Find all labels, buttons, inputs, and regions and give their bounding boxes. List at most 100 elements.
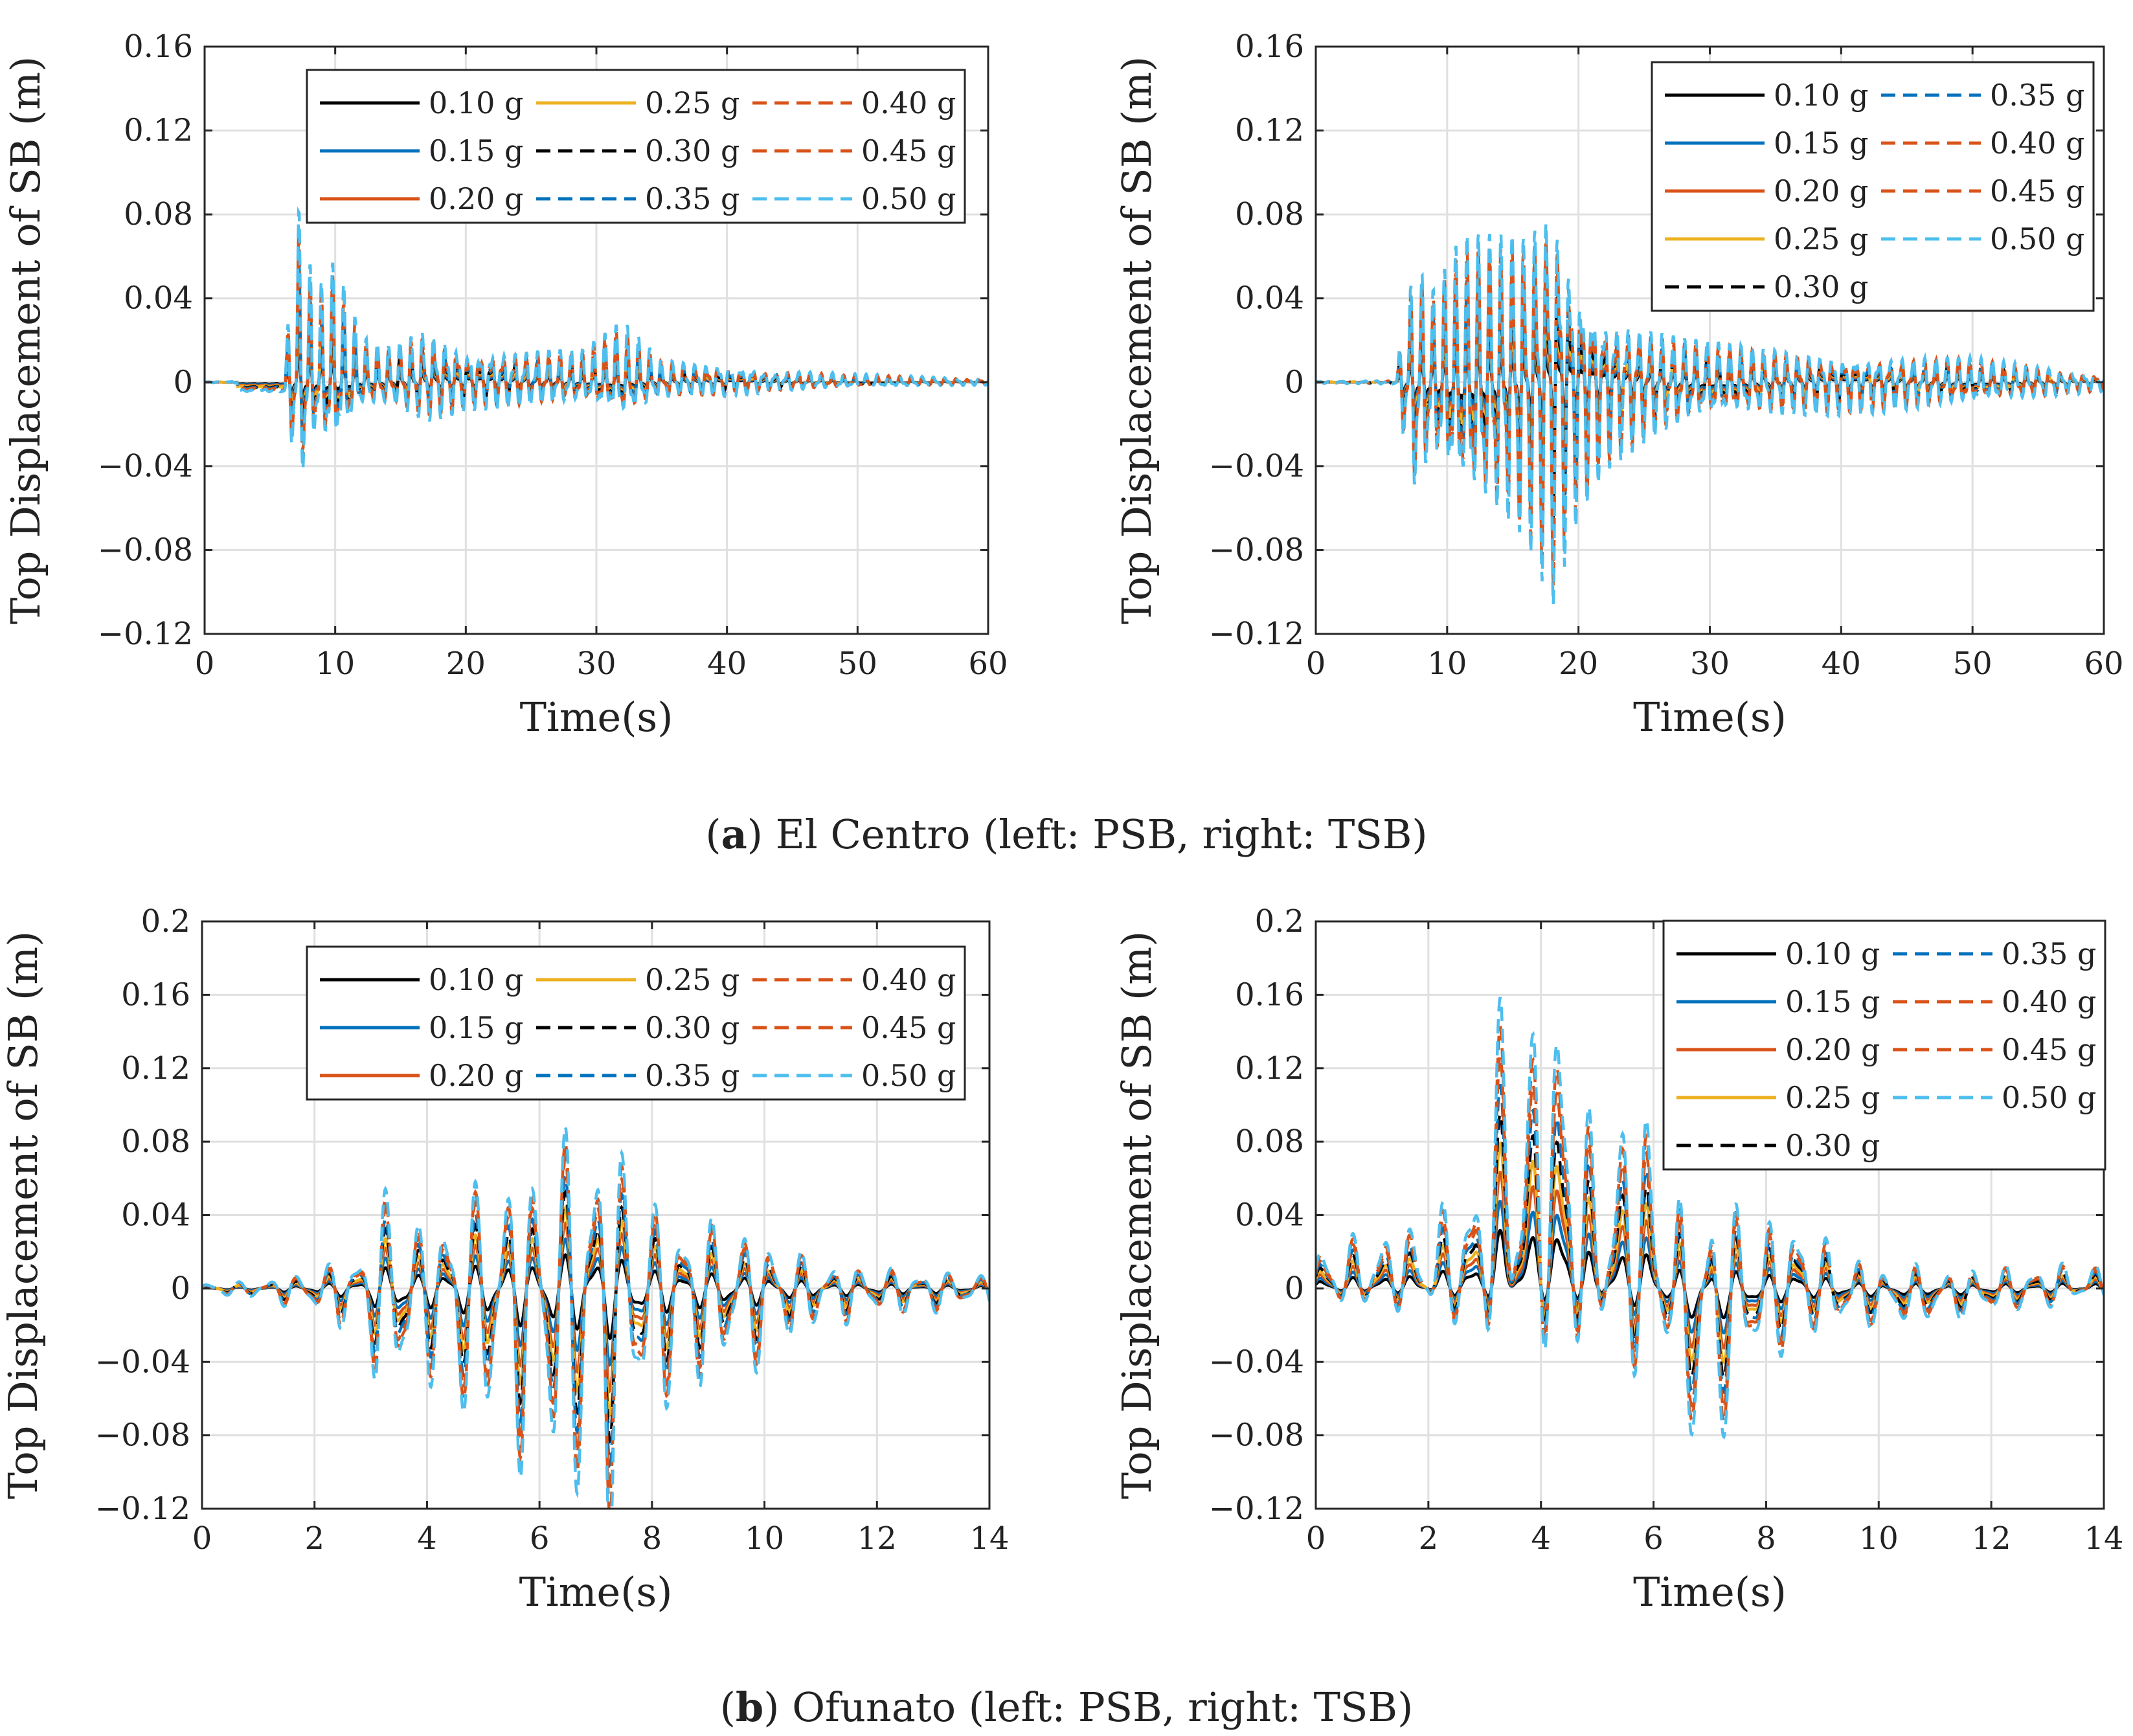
- y-tick-label: 0.08: [1235, 1123, 1304, 1160]
- legend-label: 0.20 g: [1785, 1032, 1880, 1067]
- x-tick-label: 4: [417, 1520, 437, 1557]
- y-tick-label: −0.04: [1209, 448, 1304, 484]
- chart-ofunato-psb: 0 2 4 6 8 10 12 14 −0.12 −0.08 −0.04 0 0.04 0.08 0.12 0…: [0, 903, 1010, 1616]
- y-tick-label: 0.12: [1235, 1050, 1304, 1087]
- legend-label: 0.30 g: [1785, 1128, 1880, 1163]
- y-tick-label: −0.12: [1209, 616, 1304, 652]
- x-tick-label: 10: [1859, 1520, 1899, 1557]
- legend-label: 0.20 g: [429, 181, 524, 216]
- legend-label: 0.40 g: [1990, 126, 2085, 161]
- x-tick-label: 30: [576, 646, 616, 682]
- y-axis-label: Top Displacement of SB (m): [2, 56, 49, 624]
- x-tick-label: 30: [1690, 646, 1730, 682]
- caption-a: (a) El Centro (left: PSB, right: TSB): [705, 811, 1427, 858]
- y-tick-label: 0: [173, 364, 193, 400]
- x-tick-label: 10: [1427, 646, 1467, 682]
- legend-box: [1651, 61, 2095, 312]
- y-tick-label: 0: [1284, 1270, 1304, 1307]
- caption-b: (b) Ofunato (left: PSB, right: TSB): [720, 1684, 1414, 1731]
- y-tick-label: 0.04: [121, 1197, 190, 1234]
- legend-box: [1662, 919, 2106, 1171]
- x-tick-label: 40: [707, 646, 747, 682]
- y-tick-label: 0: [170, 1270, 190, 1307]
- legend: 0.10 g 0.15 g 0.20 g 0.25 g 0.30 g 0.35 g 0.40…: [1662, 919, 2106, 1171]
- legend-label: 0.15 g: [1774, 126, 1869, 161]
- x-tick-label: 10: [745, 1520, 784, 1557]
- legend-label: 0.50 g: [861, 1058, 956, 1093]
- y-tick-label: −0.12: [1209, 1491, 1304, 1527]
- legend-label: 0.45 g: [861, 133, 956, 168]
- y-axis-label: Top Displacement of SB (m): [1113, 931, 1160, 1499]
- x-tick-label: 0: [195, 646, 215, 682]
- x-tick-label: 2: [1419, 1520, 1439, 1557]
- legend-label: 0.15 g: [429, 1010, 524, 1045]
- legend-label: 0.30 g: [645, 133, 740, 168]
- legend-label: 0.25 g: [645, 962, 740, 997]
- x-axis-label: Time(s): [519, 1568, 673, 1616]
- legend-label: 0.10 g: [429, 85, 524, 120]
- x-axis-label: Time(s): [1633, 693, 1787, 741]
- legend-label: 0.20 g: [1774, 174, 1869, 209]
- legend: 0.10 g 0.15 g 0.20 g 0.25 g 0.30 g 0.35 g 0.40…: [1651, 61, 2095, 312]
- y-tick-label: 0.04: [1235, 1197, 1304, 1234]
- series-line-050g: [1316, 997, 2104, 1439]
- y-tick-label: 0.16: [1235, 28, 1304, 65]
- legend-label: 0.35 g: [2002, 936, 2097, 971]
- y-tick-label: −0.12: [95, 1491, 190, 1527]
- x-tick-label: 40: [1822, 646, 1861, 682]
- legend: 0.10 g 0.15 g 0.20 g 0.25 g 0.30 g 0.35 g 0.40…: [306, 69, 966, 224]
- x-tick-label: 4: [1531, 1520, 1551, 1557]
- y-tick-label: −0.08: [1209, 1417, 1304, 1454]
- x-tick-label: 2: [304, 1520, 324, 1557]
- x-tick-label: 8: [642, 1520, 662, 1557]
- legend-label: 0.30 g: [1774, 269, 1869, 304]
- legend-label: 0.45 g: [1990, 174, 2085, 209]
- y-tick-label: −0.04: [1209, 1344, 1304, 1380]
- legend-label: 0.50 g: [1990, 221, 2085, 256]
- legend-label: 0.10 g: [1785, 936, 1880, 971]
- x-tick-label: 6: [530, 1520, 550, 1557]
- x-tick-label: 0: [1306, 646, 1326, 682]
- y-tick-label: 0.16: [124, 28, 193, 65]
- y-tick-label: −0.04: [98, 448, 193, 484]
- legend-label: 0.40 g: [861, 962, 956, 997]
- y-tick-label: 0.2: [141, 903, 190, 940]
- x-tick-label: 8: [1756, 1520, 1776, 1557]
- traces: [1316, 223, 2104, 605]
- x-tick-label: 60: [2084, 646, 2123, 682]
- legend-label: 0.50 g: [2002, 1080, 2097, 1115]
- y-tick-label: 0.2: [1255, 903, 1304, 940]
- legend-label: 0.35 g: [645, 181, 740, 216]
- x-tick-label: 50: [838, 646, 877, 682]
- x-tick-label: 20: [446, 646, 486, 682]
- y-tick-label: 0.12: [1235, 113, 1304, 149]
- x-axis-label: Time(s): [520, 693, 673, 741]
- legend-label: 0.10 g: [429, 962, 524, 997]
- y-tick-label: −0.08: [98, 532, 193, 568]
- series-line-050g: [205, 206, 988, 469]
- y-tick-label: 0.08: [1235, 196, 1304, 232]
- x-tick-label: 14: [2084, 1520, 2123, 1557]
- y-tick-label: 0: [1284, 364, 1304, 400]
- y-axis-label: Top Displacement of SB (m): [0, 931, 47, 1499]
- series-line-045g: [1316, 1026, 2104, 1425]
- y-tick-label: −0.12: [98, 616, 193, 652]
- traces: [202, 1123, 989, 1509]
- x-tick-label: 14: [969, 1520, 1009, 1557]
- y-tick-label: 0.04: [1235, 280, 1304, 317]
- x-tick-label: 12: [857, 1520, 897, 1557]
- y-tick-label: 0.12: [124, 113, 193, 149]
- legend-label: 0.20 g: [429, 1058, 524, 1093]
- x-tick-label: 20: [1559, 646, 1598, 682]
- y-tick-label: 0.08: [121, 1123, 190, 1160]
- legend-label: 0.30 g: [645, 1010, 740, 1045]
- y-tick-label: 0.16: [1235, 976, 1304, 1013]
- chart-el-centro-psb: 0 10 20 30 40 50 60 −0.12 −0.08 −0.04 0 0.04 0.08 0.1…: [2, 28, 1008, 741]
- y-tick-label: 0.16: [121, 976, 190, 1013]
- x-tick-label: 10: [315, 646, 355, 682]
- legend-label: 0.15 g: [429, 133, 524, 168]
- series-line-050g: [1316, 223, 2104, 605]
- x-axis-label: Time(s): [1633, 1568, 1787, 1616]
- legend-label: 0.45 g: [2002, 1032, 2097, 1067]
